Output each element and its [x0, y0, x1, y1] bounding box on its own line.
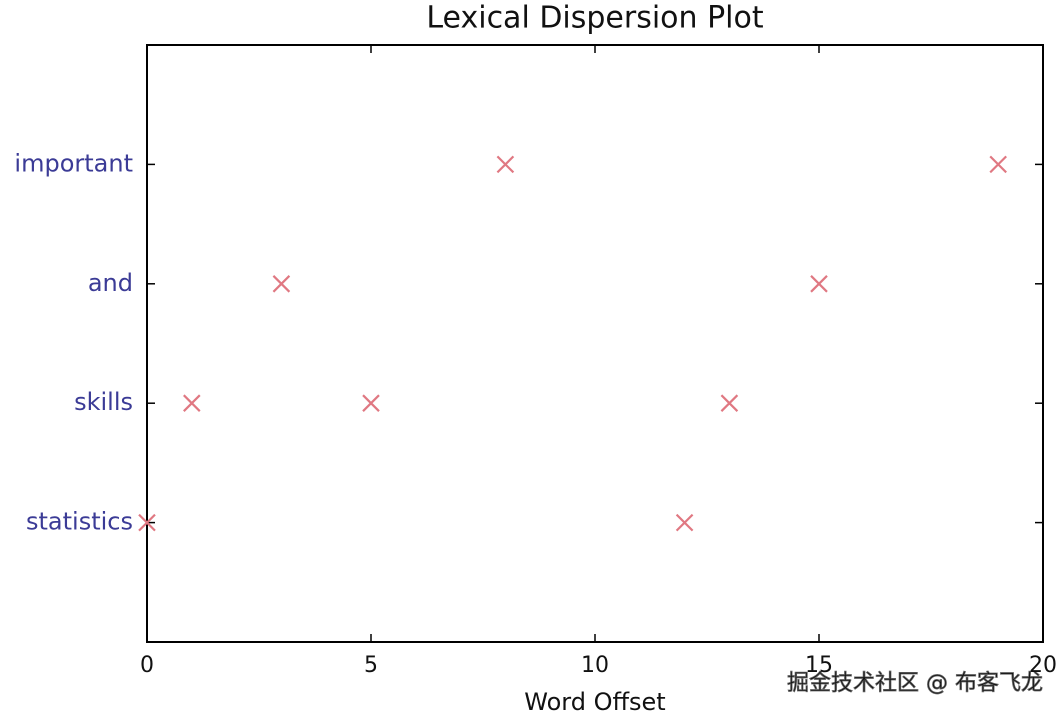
marker [272, 275, 291, 293]
y-tick-label: skills [74, 388, 133, 416]
y-tick-label: and [88, 269, 133, 297]
marker [989, 155, 1007, 174]
x-axis-label: Word Offset [524, 688, 665, 716]
marker [183, 394, 201, 412]
watermark: 掘金技术社区 @ 布客飞龙 [787, 671, 1043, 696]
marker [496, 155, 515, 174]
x-tick-label: 20 [1029, 653, 1057, 678]
marker [362, 394, 380, 412]
x-tick-label: 15 [805, 653, 833, 678]
plot-frame [146, 44, 1044, 643]
marker [810, 275, 828, 293]
marker [138, 513, 156, 532]
marker [675, 513, 694, 532]
chart-title: Lexical Dispersion Plot [426, 1, 764, 36]
marker [720, 394, 739, 412]
x-tick-label: 5 [364, 653, 378, 678]
y-tick-label: statistics [26, 508, 133, 536]
x-tick-label: 10 [581, 653, 609, 678]
x-tick-label: 0 [140, 653, 154, 678]
y-tick-label: important [14, 149, 133, 177]
